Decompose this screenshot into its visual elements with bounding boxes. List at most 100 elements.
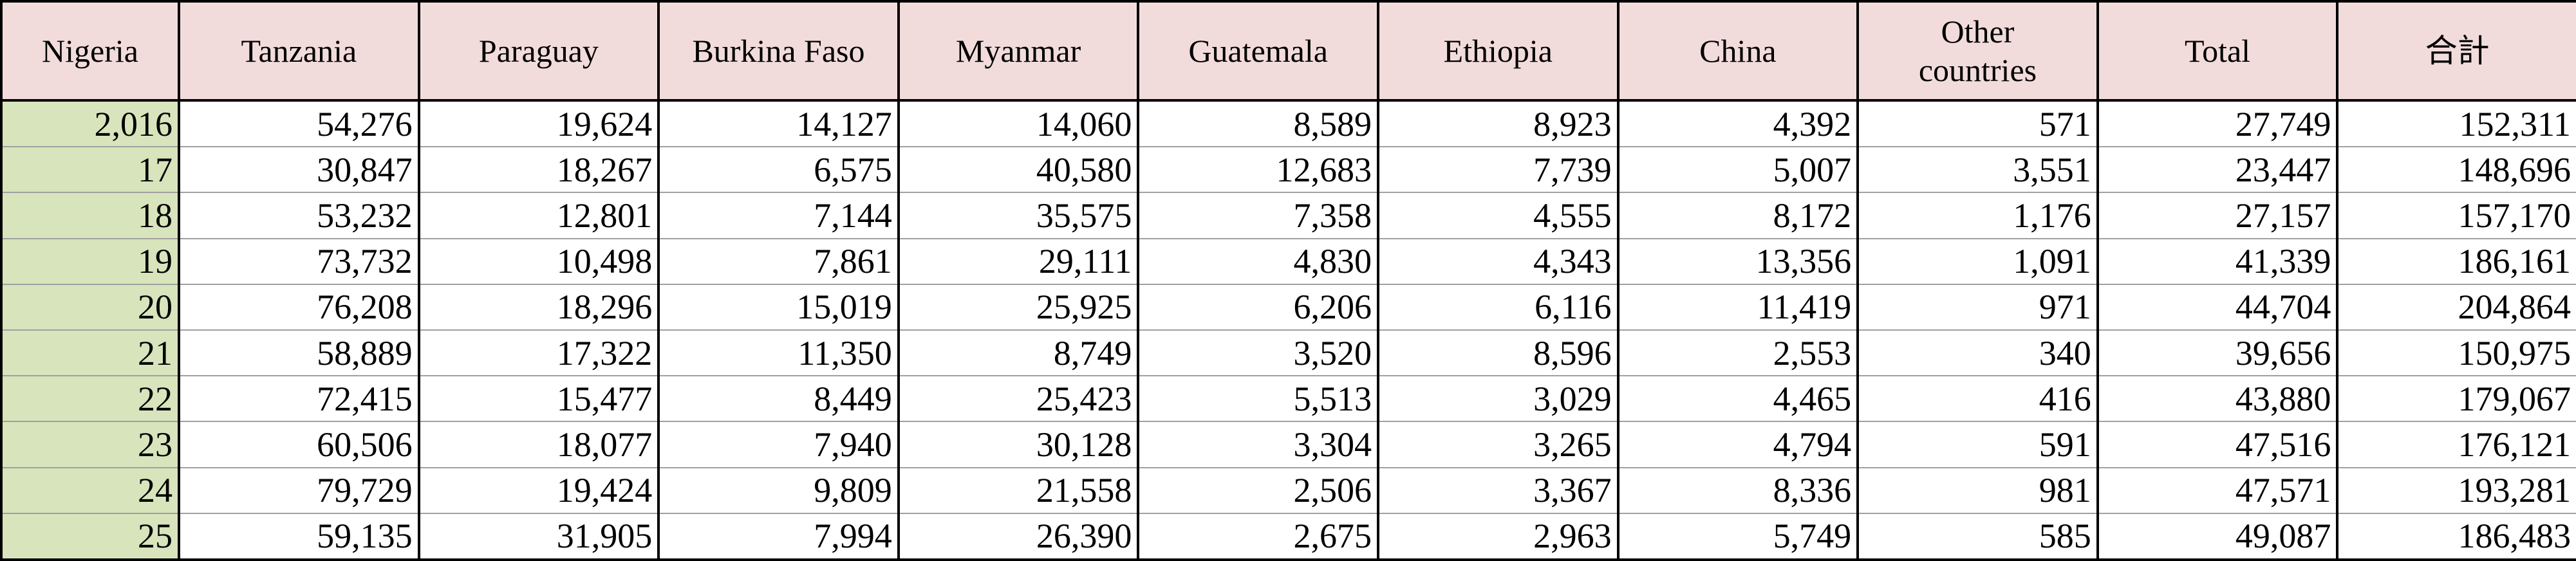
value-cell: 6,116 (1376, 284, 1619, 331)
value-cell: 11,419 (1616, 284, 1860, 331)
value-cell: 7,940 (657, 421, 900, 468)
value-cell: 4,465 (1616, 376, 1860, 423)
value-cell: 72,415 (178, 376, 420, 423)
value-cell: 15,477 (417, 376, 660, 423)
value-cell: 76,208 (178, 284, 420, 331)
table-row: 22 72,415 15,477 8,449 25,423 5,513 3,029 4,465… (0, 376, 2576, 423)
year-cell: 18 (0, 192, 180, 239)
value-cell: 12,683 (1137, 147, 1379, 194)
year-cell: 19 (0, 238, 180, 285)
value-cell: 3,304 (1137, 421, 1379, 468)
header-label: Guatemala (1188, 33, 1328, 69)
value-cell: 4,555 (1376, 192, 1619, 239)
value-cell: 31,905 (417, 513, 660, 561)
table-row: 18 53,232 12,801 7,144 35,575 7,358 4,555 8,172… (0, 192, 2576, 239)
column-header: Guatemala (1137, 0, 1379, 102)
year-cell: 17 (0, 147, 180, 194)
value-cell: 1,176 (1856, 192, 2099, 239)
value-cell: 8,589 (1137, 100, 1379, 148)
header-label: Total (2185, 33, 2251, 69)
value-cell: 193,281 (2336, 467, 2576, 514)
column-header: Other countries (1856, 0, 2099, 102)
value-cell: 150,975 (2336, 329, 2576, 377)
column-header: China (1616, 0, 1860, 102)
value-cell: 26,390 (897, 513, 1140, 561)
value-cell: 8,923 (1376, 100, 1619, 148)
value-cell: 2,553 (1616, 329, 1860, 377)
table-row: 20 76,208 18,296 15,019 25,925 6,206 6,116 11,4… (0, 284, 2576, 331)
value-cell: 54,276 (178, 100, 420, 148)
value-cell: 4,392 (1616, 100, 1860, 148)
value-cell: 3,551 (1856, 147, 2099, 194)
value-cell: 4,794 (1616, 421, 1860, 468)
value-cell: 7,861 (657, 238, 900, 285)
value-cell: 571 (1856, 100, 2099, 148)
header-label: Other countries (1918, 14, 2037, 88)
table-row: 17 30,847 18,267 6,575 40,580 12,683 7,739 5,00… (0, 147, 2576, 194)
value-cell: 14,060 (897, 100, 1140, 148)
value-cell: 5,007 (1616, 147, 1860, 194)
value-cell: 29,111 (897, 238, 1140, 285)
table-row: 24 79,729 19,424 9,809 21,558 2,506 3,367 8,336… (0, 467, 2576, 514)
value-cell: 39,656 (2096, 329, 2339, 377)
value-cell: 41,339 (2096, 238, 2339, 285)
value-cell: 7,144 (657, 192, 900, 239)
value-cell: 981 (1856, 467, 2099, 514)
column-header: Tanzania (178, 0, 420, 102)
table-row: 23 60,506 18,077 7,940 30,128 3,304 3,265 4,794… (0, 421, 2576, 468)
value-cell: 27,157 (2096, 192, 2339, 239)
value-cell: 152,311 (2336, 100, 2576, 148)
value-cell: 53,232 (178, 192, 420, 239)
header-label: Tanzania (241, 33, 357, 69)
value-cell: 4,830 (1137, 238, 1379, 285)
value-cell: 186,483 (2336, 513, 2576, 561)
value-cell: 2,963 (1376, 513, 1619, 561)
year-cell: 24 (0, 467, 180, 514)
value-cell: 7,739 (1376, 147, 1619, 194)
table-row: 25 59,135 31,905 7,994 26,390 2,675 2,963 5,749… (0, 513, 2576, 561)
header-label: Nigeria (42, 33, 138, 69)
value-cell: 416 (1856, 376, 2099, 423)
value-cell: 19,424 (417, 467, 660, 514)
value-cell: 27,749 (2096, 100, 2339, 148)
value-cell: 14,127 (657, 100, 900, 148)
value-cell: 157,170 (2336, 192, 2576, 239)
value-cell: 7,994 (657, 513, 900, 561)
column-header: Paraguay (417, 0, 660, 102)
value-cell: 6,575 (657, 147, 900, 194)
value-cell: 59,135 (178, 513, 420, 561)
value-cell: 25,925 (897, 284, 1140, 331)
year-cell: 23 (0, 421, 180, 468)
column-header: Burkina Faso (657, 0, 900, 102)
value-cell: 8,336 (1616, 467, 1860, 514)
value-cell: 19,624 (417, 100, 660, 148)
year-cell: 20 (0, 284, 180, 331)
value-cell: 43,880 (2096, 376, 2339, 423)
value-cell: 8,172 (1616, 192, 1860, 239)
value-cell: 204,864 (2336, 284, 2576, 331)
value-cell: 21,558 (897, 467, 1140, 514)
value-cell: 30,847 (178, 147, 420, 194)
value-cell: 7,358 (1137, 192, 1379, 239)
value-cell: 3,265 (1376, 421, 1619, 468)
header-label: Myanmar (955, 33, 1081, 69)
value-cell: 25,423 (897, 376, 1140, 423)
value-cell: 176,121 (2336, 421, 2576, 468)
value-cell: 3,029 (1376, 376, 1619, 423)
value-cell: 47,516 (2096, 421, 2339, 468)
value-cell: 2,506 (1137, 467, 1379, 514)
value-cell: 2,675 (1137, 513, 1379, 561)
header-label: China (1699, 33, 1777, 69)
value-cell: 5,513 (1137, 376, 1379, 423)
value-cell: 3,520 (1137, 329, 1379, 377)
value-cell: 5,749 (1616, 513, 1860, 561)
value-cell: 18,077 (417, 421, 660, 468)
value-cell: 15,019 (657, 284, 900, 331)
year-cell: 22 (0, 376, 180, 423)
value-cell: 12,801 (417, 192, 660, 239)
value-cell: 1,091 (1856, 238, 2099, 285)
value-cell: 8,596 (1376, 329, 1619, 377)
column-header: Total (2096, 0, 2339, 102)
column-header: 合計 (2336, 0, 2576, 102)
